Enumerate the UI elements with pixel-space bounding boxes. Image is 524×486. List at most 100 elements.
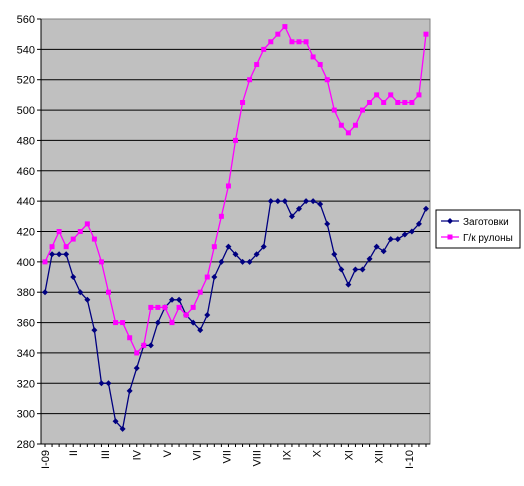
data-point bbox=[260, 243, 267, 250]
y-tick-label: 340 bbox=[17, 348, 35, 360]
data-point bbox=[296, 39, 302, 45]
data-point bbox=[303, 198, 310, 205]
data-point bbox=[233, 137, 238, 143]
legend-marker bbox=[447, 218, 453, 224]
data-point bbox=[282, 24, 288, 30]
data-point bbox=[254, 62, 260, 68]
data-point bbox=[176, 304, 182, 310]
data-point bbox=[374, 92, 380, 98]
data-point bbox=[310, 198, 317, 205]
data-point bbox=[345, 130, 351, 136]
data-point bbox=[197, 289, 203, 295]
legend: Заготовки Г/к рулоны bbox=[435, 209, 521, 249]
x-tick-label: IV bbox=[132, 449, 144, 460]
data-point bbox=[387, 236, 394, 243]
data-point bbox=[190, 319, 197, 326]
data-point bbox=[381, 99, 387, 105]
data-point bbox=[204, 274, 210, 280]
data-point bbox=[253, 251, 260, 258]
y-tick-label: 500 bbox=[17, 105, 35, 117]
data-point bbox=[281, 198, 288, 205]
y-tick-label: 400 bbox=[17, 257, 35, 269]
data-point bbox=[84, 221, 90, 227]
data-point bbox=[409, 99, 415, 105]
data-point bbox=[303, 39, 309, 45]
data-point bbox=[267, 198, 274, 205]
data-point bbox=[155, 304, 161, 310]
data-point bbox=[338, 122, 344, 128]
x-tick-label: VIII bbox=[252, 450, 264, 467]
data-point bbox=[134, 350, 140, 356]
data-point bbox=[84, 296, 91, 303]
x-tick-label: II bbox=[68, 450, 80, 456]
data-point bbox=[127, 335, 133, 341]
x-tick-label: I-10 bbox=[404, 450, 416, 469]
legend-box bbox=[435, 209, 521, 249]
y-tick-label: 420 bbox=[17, 227, 35, 239]
x-tick-label: XI bbox=[343, 450, 355, 460]
data-point bbox=[310, 54, 316, 60]
legend-label: Г/к рулоны bbox=[463, 233, 513, 244]
data-point bbox=[176, 296, 183, 303]
data-point bbox=[113, 320, 119, 326]
x-tick-label: X bbox=[312, 449, 324, 457]
y-tick-label: 560 bbox=[17, 14, 35, 26]
y-tick-label: 300 bbox=[17, 409, 35, 421]
y-tick-label: 480 bbox=[17, 135, 35, 147]
data-point bbox=[394, 236, 401, 243]
data-point bbox=[367, 99, 373, 105]
y-tick-label: 460 bbox=[17, 166, 35, 178]
data-point bbox=[42, 289, 48, 296]
y-tick-label: 520 bbox=[17, 75, 35, 87]
data-point bbox=[154, 319, 161, 326]
data-point bbox=[261, 46, 267, 52]
data-point bbox=[42, 259, 48, 265]
data-point bbox=[423, 31, 429, 37]
data-point bbox=[366, 255, 373, 262]
data-point bbox=[162, 304, 168, 310]
legend-marker bbox=[447, 234, 453, 240]
data-point bbox=[317, 201, 324, 208]
data-point bbox=[352, 122, 358, 128]
data-point bbox=[274, 198, 281, 205]
data-point bbox=[247, 77, 253, 83]
data-point bbox=[98, 259, 104, 265]
data-point bbox=[63, 244, 69, 250]
data-point bbox=[416, 92, 422, 98]
data-point bbox=[246, 258, 253, 265]
data-point bbox=[91, 236, 97, 242]
data-point bbox=[401, 231, 408, 238]
data-point bbox=[91, 327, 98, 334]
data-point bbox=[211, 244, 217, 250]
y-tick-label: 380 bbox=[17, 287, 35, 299]
data-point bbox=[49, 244, 55, 250]
data-point bbox=[408, 228, 415, 235]
data-point bbox=[373, 243, 380, 250]
data-point bbox=[190, 304, 196, 310]
data-point bbox=[324, 220, 331, 227]
data-point bbox=[49, 251, 56, 258]
data-point bbox=[106, 289, 111, 295]
data-point bbox=[338, 266, 345, 273]
data-point bbox=[240, 99, 246, 105]
y-tick-label: 540 bbox=[17, 44, 35, 56]
data-point bbox=[232, 251, 239, 258]
x-tick-label: XII bbox=[374, 450, 386, 463]
data-point bbox=[169, 296, 175, 303]
data-point bbox=[119, 425, 126, 432]
data-point bbox=[63, 251, 70, 258]
data-point bbox=[360, 107, 365, 113]
y-tick-label: 360 bbox=[17, 318, 35, 330]
data-point bbox=[70, 236, 76, 242]
x-tick-label: I-09 bbox=[40, 450, 52, 469]
data-point bbox=[197, 327, 204, 334]
data-point bbox=[148, 304, 154, 310]
data-point bbox=[324, 77, 330, 83]
data-point bbox=[388, 92, 394, 98]
data-point bbox=[183, 312, 189, 318]
data-point bbox=[105, 380, 112, 387]
x-tick-label: VII bbox=[221, 450, 233, 463]
data-point bbox=[133, 365, 140, 372]
data-point bbox=[120, 320, 126, 326]
